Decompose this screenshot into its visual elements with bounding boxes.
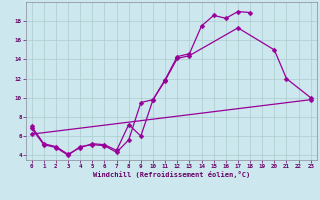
X-axis label: Windchill (Refroidissement éolien,°C): Windchill (Refroidissement éolien,°C)	[92, 171, 250, 178]
